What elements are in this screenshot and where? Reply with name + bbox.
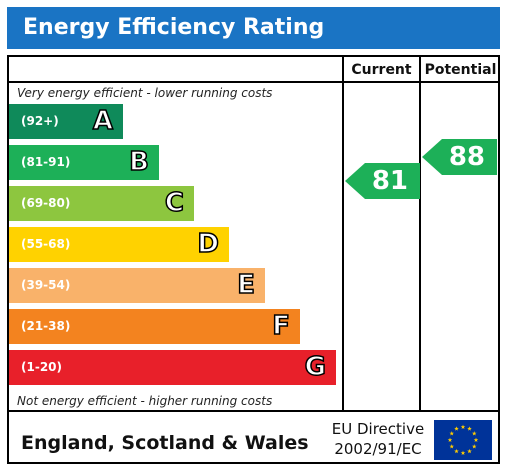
current-rating-arrow: 81 [345, 163, 420, 199]
flag-star [471, 431, 477, 436]
potential-rating-arrow: 88 [422, 139, 497, 175]
flag-star [460, 424, 466, 429]
flag-star [471, 444, 477, 449]
band-range: (55-68) [21, 237, 71, 251]
rating-table: Current Potential Very energy efficient … [7, 55, 500, 464]
band-g: (1-20) G [9, 350, 336, 385]
band-range: (81-91) [21, 155, 71, 169]
flag-star [449, 444, 455, 449]
header-divider [9, 81, 498, 83]
flag-star [473, 437, 479, 442]
eu-flag-icon [434, 420, 492, 460]
band-letter: E [236, 269, 255, 301]
current-rating-value: 81 [371, 166, 408, 196]
band-letter: D [197, 228, 220, 260]
page-title: Energy Efficiency Rating [7, 7, 500, 49]
flag-star [454, 426, 459, 431]
band-range: (92+) [21, 114, 59, 128]
directive-line-2: 2002/91/EC [334, 440, 422, 458]
column-header-potential: Potential [424, 62, 497, 78]
note-efficient: Very energy efficient - lower running co… [17, 86, 273, 100]
band-range: (21-38) [21, 319, 71, 333]
band-letter: B [128, 146, 149, 178]
flag-star [467, 426, 472, 431]
potential-rating-arrow-shape [422, 139, 497, 175]
directive-line-1: EU Directive [331, 420, 425, 438]
band-c: (69-80) C [9, 186, 194, 221]
footer-divider [9, 410, 498, 412]
flag-star [454, 448, 459, 454]
note-inefficient: Not energy efficient - higher running co… [17, 394, 273, 408]
band-letter: F [271, 310, 290, 342]
band-letter: G [304, 351, 327, 383]
band-letter: A [92, 105, 114, 137]
column-divider-potential [419, 57, 421, 410]
eu-directive: EU Directive 2002/91/EC [327, 419, 429, 459]
current-rating-arrow-shape [345, 163, 420, 199]
region-label: England, Scotland & Wales [21, 432, 309, 454]
band-a: (92+) A [9, 104, 123, 139]
column-header-current: Current [351, 62, 412, 78]
column-divider-current [342, 57, 344, 410]
band-d: (55-68) D [9, 227, 229, 262]
flag-star [467, 448, 472, 454]
band-range: (1-20) [21, 360, 62, 374]
flag-star [449, 431, 455, 436]
band-b: (81-91) B [9, 145, 159, 180]
potential-rating-value: 88 [448, 142, 485, 172]
flag-star [460, 450, 466, 455]
band-f: (21-38) F [9, 309, 300, 344]
band-range: (39-54) [21, 278, 71, 292]
band-letter: C [164, 187, 185, 219]
flag-star [447, 437, 453, 442]
band-range: (69-80) [21, 196, 71, 210]
band-e: (39-54) E [9, 268, 265, 303]
